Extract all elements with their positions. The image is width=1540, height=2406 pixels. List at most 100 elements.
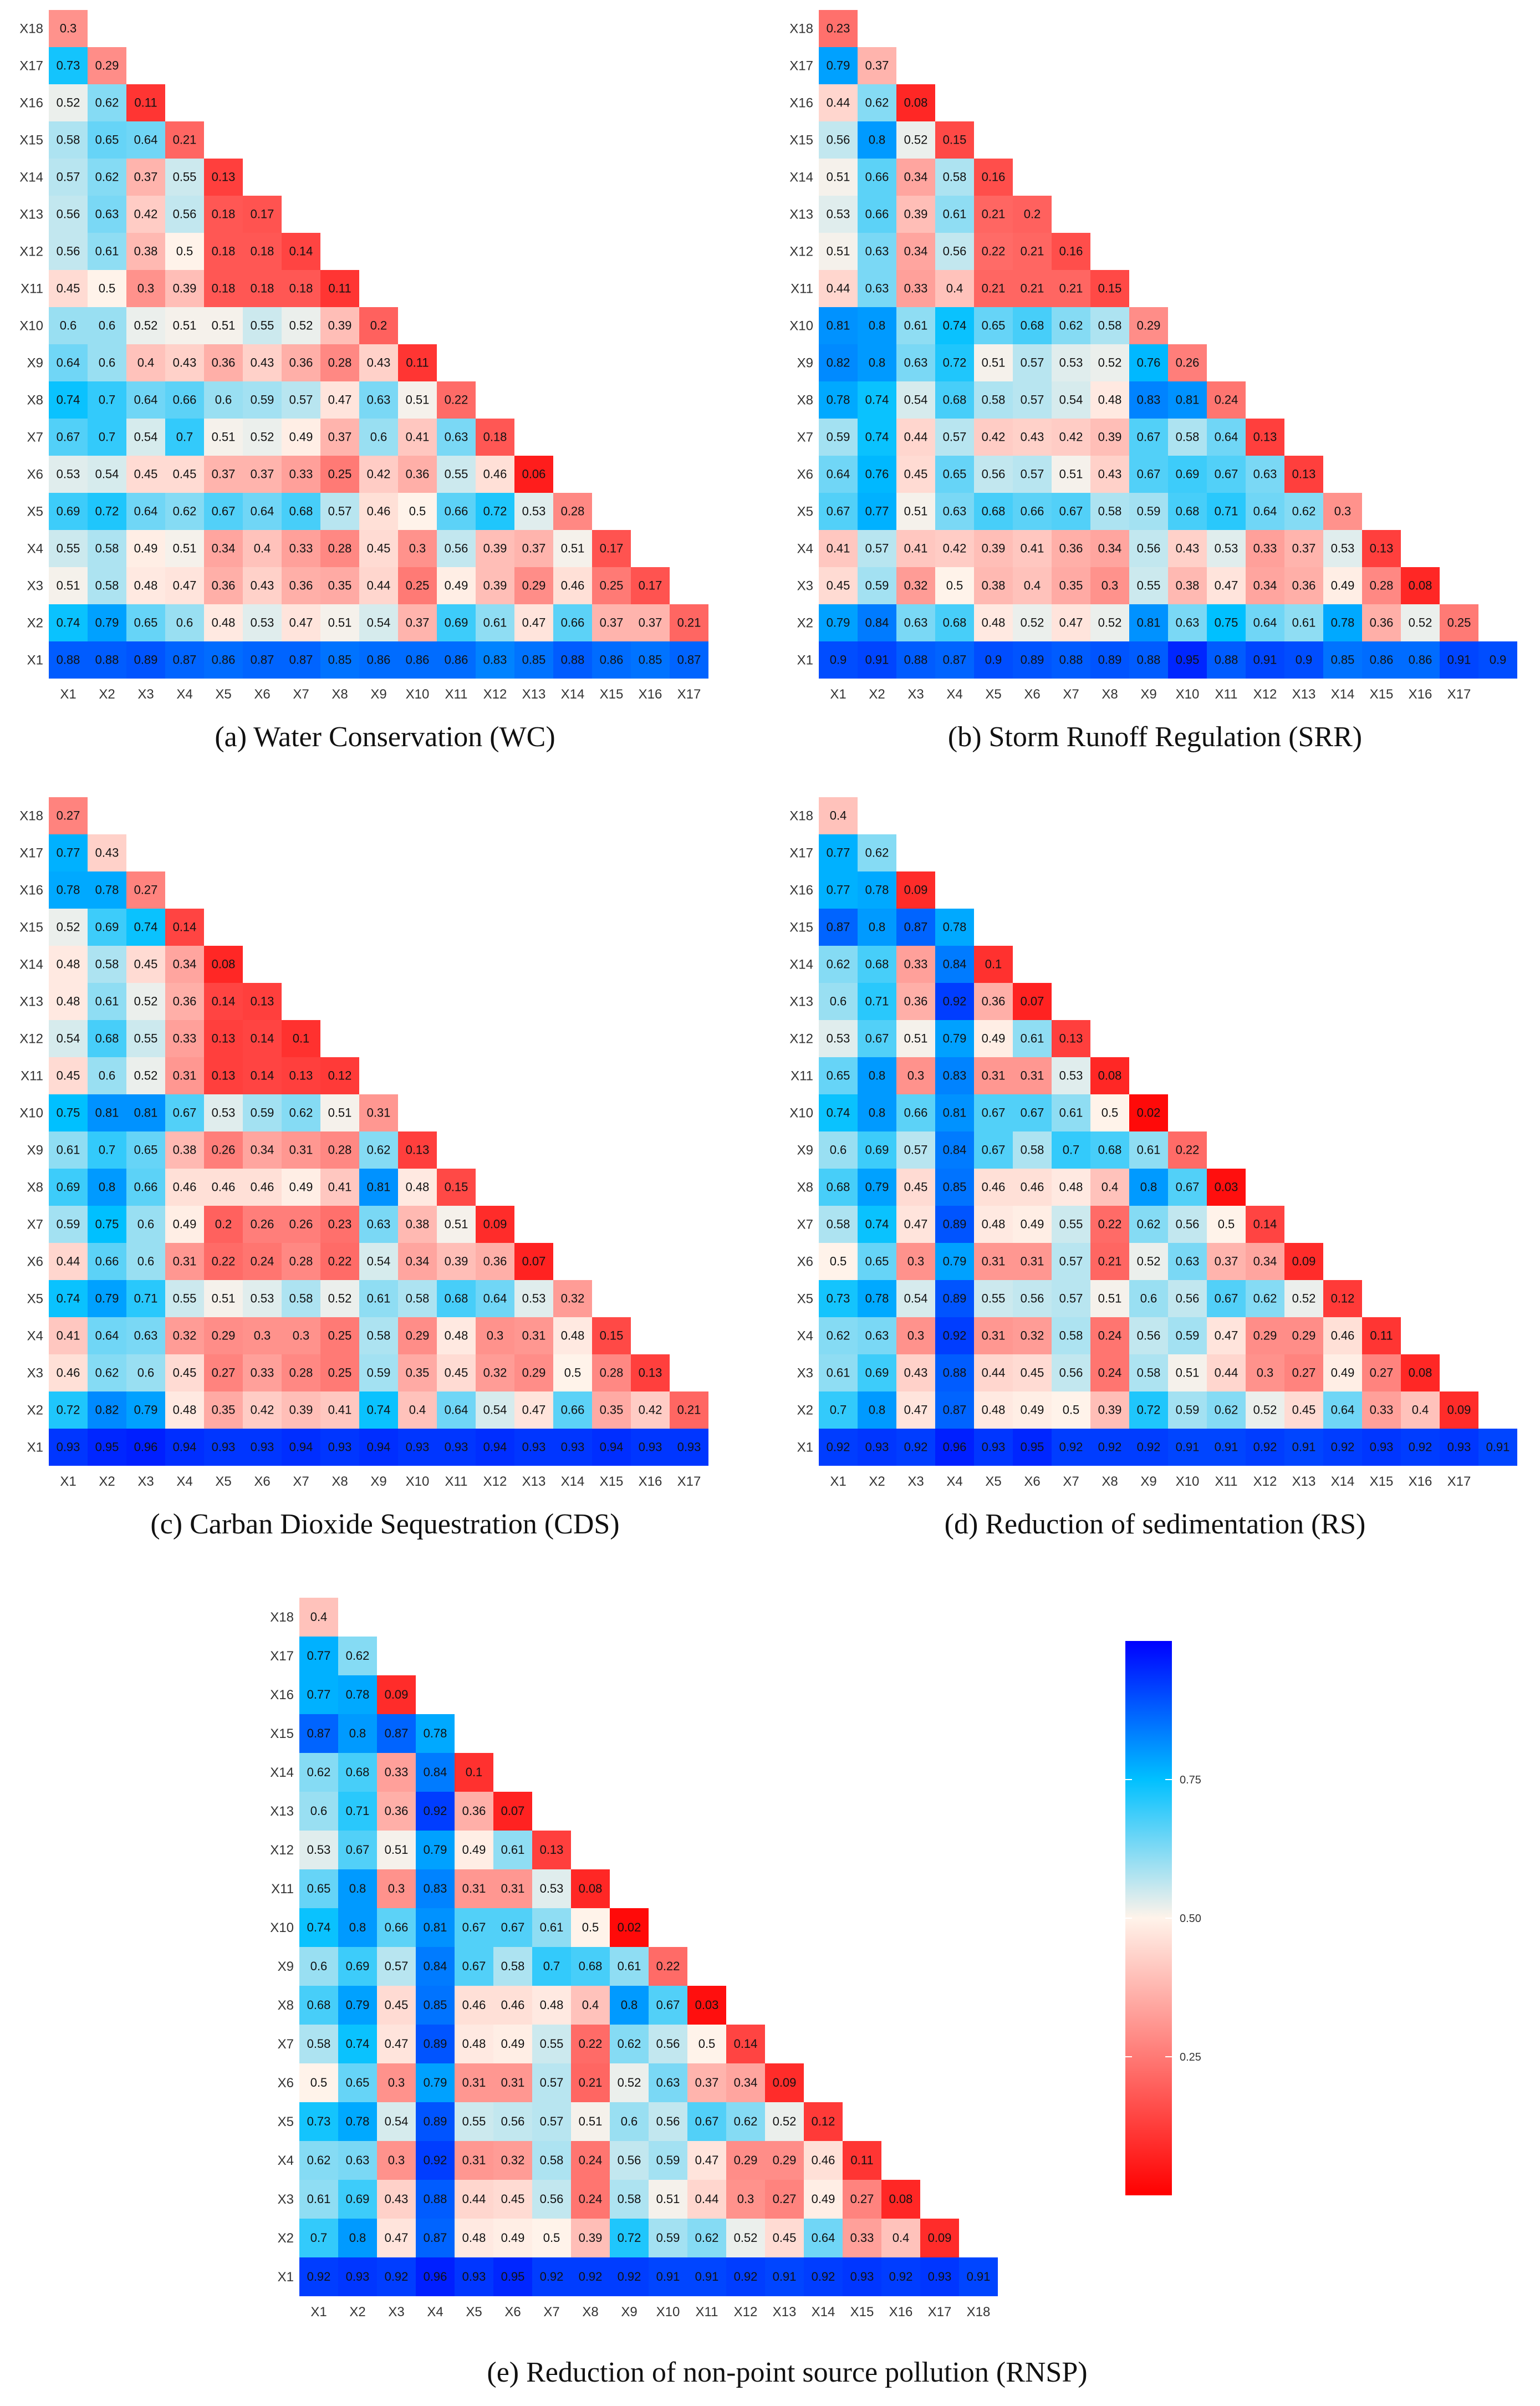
cell-X3-X11 — [437, 1354, 476, 1391]
cell-X3-X4 — [416, 2180, 455, 2219]
cell-value-label: 0.34 — [251, 1143, 274, 1157]
cell-value-label: 0.48 — [1098, 393, 1122, 407]
x-tick-label: X8 — [332, 1474, 348, 1489]
cell-value-label: 0.26 — [289, 1217, 313, 1231]
cell-X2-X15 — [592, 1391, 631, 1429]
cell-X11-X7 — [1052, 1057, 1090, 1094]
cell-value-label: 0.35 — [600, 1403, 624, 1417]
cell-X11-X3 — [896, 270, 935, 307]
cell-value-label: 0.52 — [134, 995, 158, 1008]
cell-X8-X6 — [1013, 381, 1052, 419]
cell-X5-X9 — [610, 2102, 649, 2141]
cell-X11-X5 — [974, 1057, 1013, 1094]
cell-value-label: 0.34 — [406, 1255, 430, 1268]
cell-X17-X2 — [858, 47, 896, 84]
cell-value-label: 0.63 — [865, 282, 889, 295]
cell-value-label: 0.67 — [1137, 430, 1161, 444]
cell-value-label: 0.92 — [812, 2270, 835, 2283]
cell-X2-X16 — [631, 604, 670, 641]
cell-value-label: 0.58 — [95, 957, 119, 971]
cell-X13-X5 — [974, 983, 1013, 1020]
cell-value-label: 0.66 — [865, 170, 889, 184]
cell-value-label: 0.56 — [656, 2037, 680, 2051]
cell-value-label: 0.79 — [865, 1180, 889, 1194]
cell-value-label: 0.53 — [251, 1292, 274, 1306]
cell-X5-X14 — [804, 2102, 843, 2141]
cell-value-label: 0.78 — [57, 883, 80, 897]
cell-value-label: 0.92 — [734, 2270, 758, 2283]
cell-X2-X7 — [282, 1391, 320, 1429]
cell-X12-X4 — [416, 1831, 455, 1869]
cell-X2-X2 — [88, 1391, 126, 1429]
cell-value-label: 0.36 — [406, 467, 430, 481]
cell-value-label: 0.48 — [57, 995, 80, 1008]
cell-value-label: 0.64 — [1253, 616, 1277, 630]
cell-value-label: 0.54 — [483, 1403, 507, 1417]
cell-value-label: 0.47 — [328, 393, 352, 407]
cell-X7-X5 — [974, 419, 1013, 456]
cell-value-label: 0.65 — [865, 1255, 889, 1268]
cell-X2-X12 — [726, 2219, 765, 2257]
cell-X4-X9 — [359, 1317, 398, 1354]
cell-X3-X8 — [320, 1354, 359, 1391]
cell-X2-X13 — [1284, 604, 1323, 641]
cell-X5-X4 — [935, 493, 974, 530]
cell-value-label: 0.67 — [1059, 504, 1083, 518]
y-tick-label: X4 — [278, 2153, 294, 2168]
cell-value-label: 0.55 — [134, 1032, 158, 1046]
cell-value-label: 0.62 — [289, 1106, 313, 1120]
cell-X8-X2 — [858, 381, 896, 419]
cell-value-label: 0.45 — [1292, 1403, 1316, 1417]
cell-value-label: 0.48 — [134, 579, 158, 593]
cell-value-label: 0.52 — [1409, 616, 1432, 630]
cell-X2-X11 — [687, 2219, 726, 2257]
cell-value-label: 0.13 — [1059, 1032, 1083, 1046]
cell-value-label: 0.81 — [827, 319, 850, 333]
cell-value-label: 0.52 — [1021, 616, 1044, 630]
cell-X10-X5 — [974, 307, 1013, 344]
cell-X4-X13 — [1284, 1317, 1323, 1354]
cell-value-label: 0.78 — [865, 1292, 889, 1306]
cell-X4-X6 — [493, 2141, 532, 2180]
cell-value-label: 0.37 — [251, 467, 274, 481]
cell-X15-X1 — [299, 1714, 338, 1753]
x-tick-label: X16 — [639, 1474, 662, 1489]
cell-X8-X9 — [359, 381, 398, 419]
cell-value-label: 0.11 — [406, 356, 429, 370]
y-tick-label: X17 — [19, 59, 43, 74]
cell-value-label: 0.67 — [501, 1920, 525, 1934]
cell-X5-X9 — [359, 1280, 398, 1317]
cell-X4-X8 — [1090, 1317, 1129, 1354]
cell-X6-X2 — [88, 1243, 126, 1280]
cell-value-label: 0.22 — [328, 1255, 352, 1268]
y-tick-label: X14 — [789, 170, 813, 185]
cell-X3-X12 — [476, 567, 514, 604]
cell-value-label: 0.68 — [982, 504, 1006, 518]
cell-value-label: 0.46 — [812, 2153, 835, 2167]
cell-X1-X15 — [1362, 1429, 1401, 1466]
cell-value-label: 0.93 — [982, 1440, 1006, 1454]
cell-X9-X4 — [935, 1131, 974, 1169]
cell-X4-X1 — [819, 1317, 858, 1354]
cell-X5-X10 — [649, 2102, 687, 2141]
cell-X3-X12 — [476, 1354, 514, 1391]
cell-X15-X2 — [88, 909, 126, 946]
cell-X5-X1 — [819, 493, 858, 530]
panel-wc: 0.88 0.88 0.89 0.87 0.86 0.87 0.87 0.85 0.86 0.86… — [0, 0, 770, 776]
cell-X12-X7 — [1052, 233, 1090, 270]
y-tick-label: X8 — [27, 393, 43, 408]
y-tick-label: X2 — [278, 2231, 294, 2246]
cell-X1-X17 — [1440, 641, 1478, 679]
cell-value-label: 0.3 — [737, 2192, 754, 2206]
cell-value-label: 0.9 — [1296, 653, 1313, 667]
cell-value-label: 0.31 — [982, 1329, 1006, 1343]
cell-X17-X1 — [49, 834, 88, 871]
cell-value-label: 0.92 — [1137, 1440, 1161, 1454]
x-tick-label: X17 — [677, 687, 701, 702]
cell-value-label: 0.31 — [1021, 1255, 1044, 1268]
cell-value-label: 0.47 — [522, 1403, 546, 1417]
cell-X17-X2 — [858, 834, 896, 871]
cell-X1-X10 — [649, 2257, 687, 2296]
cell-X12-X6 — [243, 233, 282, 270]
cell-X3-X13 — [1284, 1354, 1323, 1391]
